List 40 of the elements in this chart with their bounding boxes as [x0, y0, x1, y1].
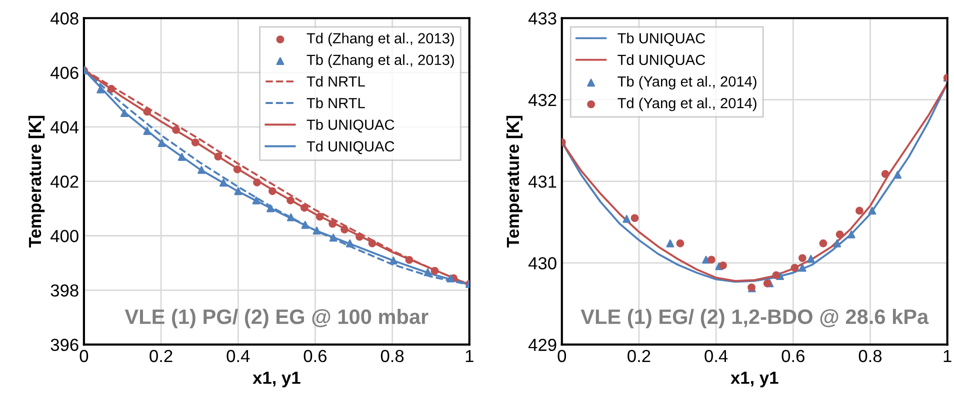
x-tick-label: 0.2	[628, 350, 650, 362]
legend-label: Tb UNIQUAC	[306, 119, 394, 133]
y-tick-label: 396	[50, 338, 78, 352]
legend-label: Td UNIQUAC	[618, 54, 706, 68]
x-tick-label: 0.8	[380, 350, 404, 362]
y-tick-label: 433	[528, 12, 556, 25]
x-tick-label: 1	[944, 350, 952, 362]
y-tick-label: 400	[50, 230, 78, 242]
y-tick-label: 431	[528, 176, 556, 188]
annotation: VLE (1) EG/ (2) 1,2-BDO @ 28.6 kPa	[580, 308, 929, 328]
y-tick-label: 430	[528, 257, 556, 270]
legend-label: Tb NRTL	[306, 98, 365, 108]
x-tick-label: 0.6	[782, 350, 804, 362]
legend-label: Tb (Yang et al., 2014)	[618, 76, 756, 90]
x-tick-label: 1	[466, 350, 474, 362]
legend-label: Td (Zhang et al., 2013)	[306, 32, 454, 46]
y-tick-label: 432	[528, 94, 556, 106]
x-tick-label: 0.2	[150, 350, 172, 362]
legend-label: Td NRTL	[306, 76, 365, 87]
y-axis-title: Temperature [K]	[28, 116, 45, 248]
y-axis-title: Temperature [K]	[506, 116, 523, 248]
x-tick-label: 0.8	[858, 350, 882, 362]
x-tick-label: 0.4	[226, 350, 250, 362]
legend-label: Td UNIQUAC	[306, 140, 394, 154]
x-tick-label: 0	[558, 350, 566, 362]
x-tick-label: 0.4	[704, 350, 728, 362]
y-tick-label: 402	[50, 176, 78, 188]
x-axis-title: x1, y1	[730, 372, 778, 388]
y-tick-label: 429	[528, 338, 556, 352]
legend-label: Tb UNIQUAC	[618, 32, 706, 46]
legend-label: Td (Yang et al., 2014)	[618, 98, 756, 112]
y-tick-label: 404	[50, 121, 79, 134]
y-tick-label: 398	[50, 284, 78, 297]
x-axis-title: x1, y1	[252, 372, 300, 388]
annotation: VLE (1) PG/ (2) EG @ 100 mbar	[124, 308, 428, 328]
x-tick-label: 0.6	[304, 350, 327, 362]
legend-label: Tb (Zhang et al., 2013)	[306, 54, 454, 68]
x-tick-label: 0	[80, 350, 88, 362]
y-tick-label: 406	[50, 66, 78, 79]
y-tick-label: 408	[50, 12, 78, 25]
